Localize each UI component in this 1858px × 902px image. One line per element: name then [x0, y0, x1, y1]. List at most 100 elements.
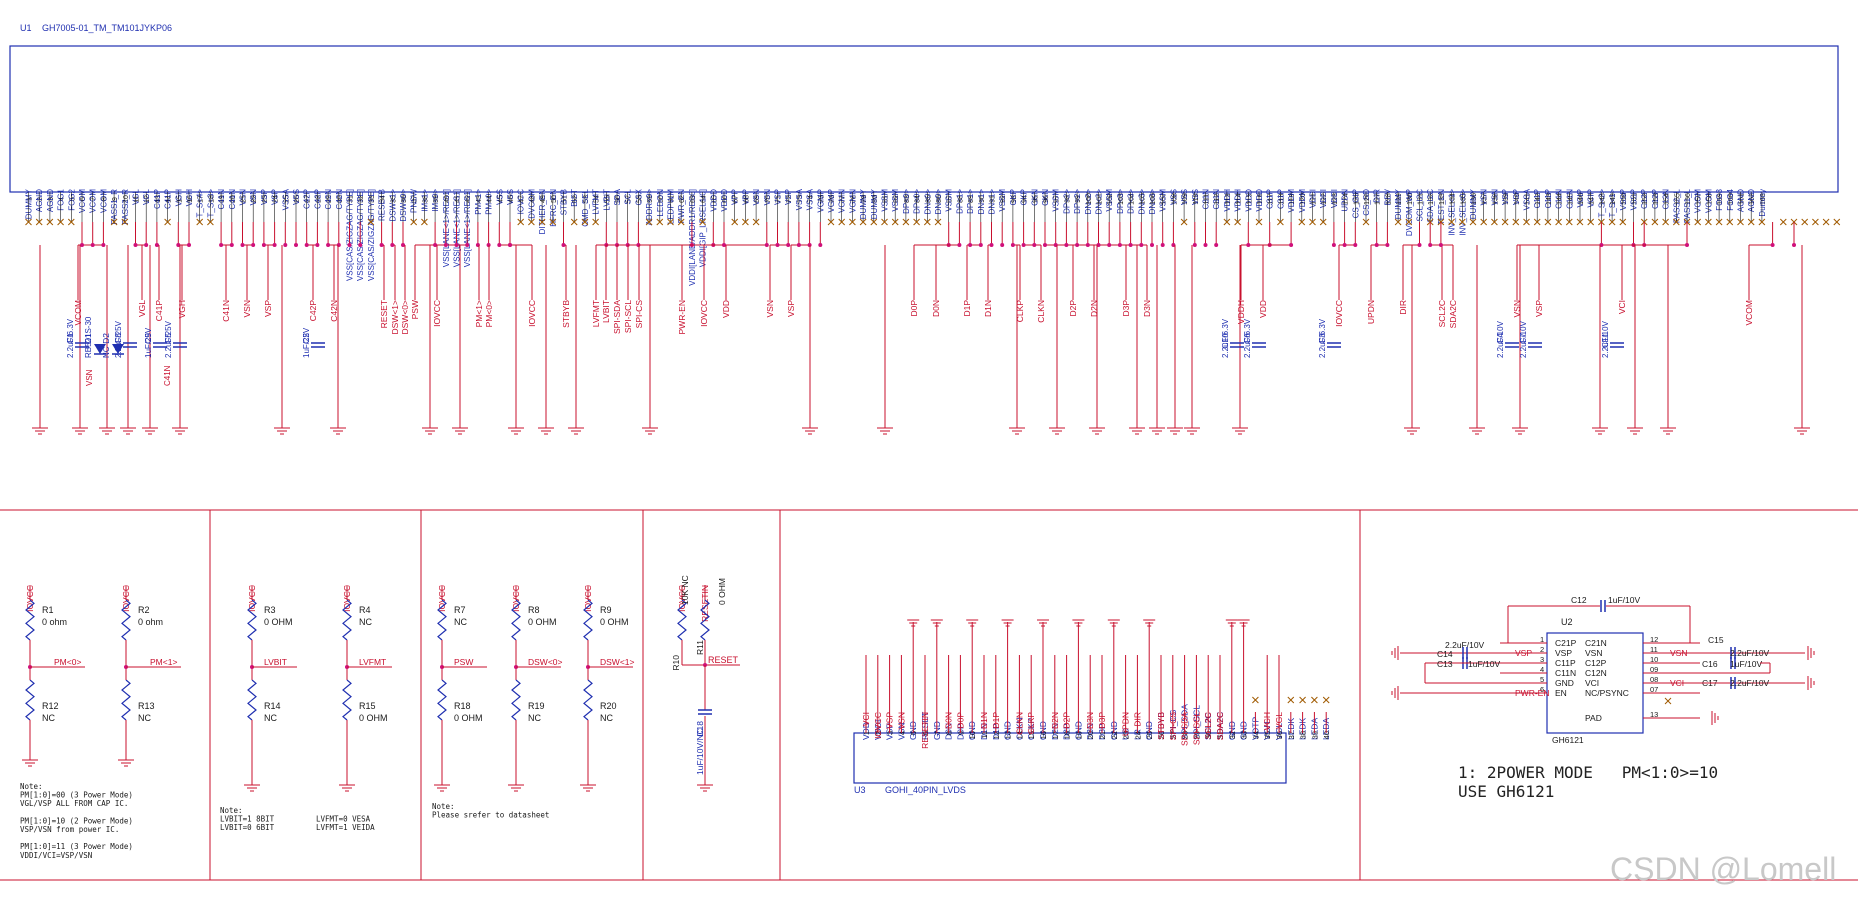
- u1-pin-number: 68: [743, 195, 750, 203]
- u1-pin-name: IOVCC: [517, 189, 526, 215]
- u1-pin-name: VDDH: [1223, 189, 1232, 212]
- u1-pin-name: VSS: [292, 189, 301, 205]
- u1-pin-name: VSS: [1169, 189, 1178, 205]
- net-label: D2N: [1089, 300, 1099, 317]
- u1-designator: U1: [20, 23, 32, 33]
- u1-pin-name: FOG2: [67, 188, 76, 210]
- junction-dot: [508, 243, 512, 247]
- net-label: PWR-EN: [677, 300, 687, 334]
- net-label: VSP: [885, 712, 895, 729]
- net-label: LVFMT: [591, 300, 601, 327]
- u3-pin-number: 39: [1310, 731, 1319, 739]
- u1-pin-number: 90: [979, 195, 986, 203]
- u2-designator: U2: [1561, 617, 1573, 627]
- no-connect-mark: [367, 218, 375, 226]
- net-label: DIR: [1398, 300, 1408, 315]
- u1-pin-name: DN<0>: [923, 189, 932, 215]
- net-label: CLKN: [1036, 300, 1046, 323]
- nc-stroke: [1576, 218, 1584, 226]
- u1-pin-number: 57: [626, 195, 633, 203]
- u1-pin-name: AGND: [35, 189, 44, 212]
- resistor: [583, 679, 593, 721]
- u1-pin-number: 92: [1000, 195, 1007, 203]
- net-label: VDDH: [1236, 300, 1246, 324]
- u1-pin-number: 11: [134, 195, 141, 202]
- net-label: DSW<0>: [400, 300, 410, 335]
- component-value: 2.2uF/10V: [1730, 678, 1770, 688]
- nc-stroke: [1405, 218, 1413, 226]
- junction-dot: [775, 243, 780, 247]
- nc-stroke: [207, 218, 214, 226]
- u1-pin-number: 7: [91, 197, 98, 201]
- component-designator: C12: [1571, 595, 1587, 605]
- u1-pin-name: HFRC_EN: [549, 189, 558, 227]
- junction-dot: [347, 243, 352, 247]
- resistor-designator: R13: [138, 701, 155, 711]
- u1-pin-name: C41P: [164, 189, 173, 209]
- u1-pin-name: C11P: [1533, 189, 1542, 208]
- u1-pin-name: C41P: [153, 189, 162, 209]
- component-value: 2.2uF/25V: [164, 320, 173, 358]
- note-text: PM[1:0]=00 (3 Power Mode): [20, 791, 133, 800]
- net-label: VGH: [1262, 712, 1272, 730]
- u1-pin-number: 98: [1064, 195, 1071, 203]
- u2-pin-number: 08: [1650, 675, 1658, 684]
- ground-symbol: [1129, 427, 1145, 435]
- no-connect-mark: [1501, 218, 1509, 226]
- u2-pin-number: 12: [1650, 635, 1658, 644]
- u1-pin-number: 19: [219, 195, 226, 203]
- nc-stroke: [849, 218, 856, 226]
- ground-symbol: [538, 427, 554, 435]
- u3-pin-number: 2: [874, 731, 883, 735]
- nc-stroke: [1779, 218, 1787, 226]
- u3-pin-number: 12: [992, 731, 1001, 739]
- u3-pin-number: 23: [1122, 731, 1131, 739]
- u1-pin-number: 6: [80, 197, 87, 201]
- junction-dot: [133, 243, 138, 247]
- nc-stroke: [1664, 697, 1672, 705]
- u1-pin-number: 73: [797, 195, 804, 203]
- resistor-zigzag: [342, 679, 352, 721]
- u1-pin-name: C11N: [1555, 189, 1564, 209]
- u1-pin-number: 14: [166, 195, 173, 203]
- u1-pin-name: VCIP: [1587, 189, 1596, 208]
- capacitor: [1600, 600, 1606, 612]
- junction-dot: [1160, 243, 1165, 247]
- no-connect-mark: [1405, 218, 1413, 226]
- no-connect-mark: [1223, 218, 1231, 226]
- u1-pin-name: DP<2>: [1073, 189, 1082, 214]
- nc-stroke: [1651, 218, 1659, 226]
- net-label: VSP: [1534, 300, 1544, 317]
- resistor: [121, 679, 131, 721]
- ground-symbol: [434, 784, 450, 792]
- u2-pin-name: PAD: [1585, 713, 1602, 723]
- u2-pin-number: 07: [1650, 685, 1658, 694]
- ground-symbol: [1149, 427, 1165, 435]
- ground-symbol: [1184, 427, 1200, 435]
- u1-pin-name: VCOM: [1694, 189, 1703, 213]
- net-label: VSP: [263, 300, 273, 317]
- no-connect-mark: [1523, 218, 1530, 226]
- nc-stroke: [1458, 218, 1466, 226]
- u1-pin-name: PASS1_L: [1683, 188, 1692, 223]
- ground-symbol: [1072, 619, 1085, 627]
- u2-pin-number: 3: [1540, 655, 1544, 664]
- u3-pin-number: 16: [1039, 731, 1048, 739]
- resistor-zigzag: [25, 599, 35, 641]
- net-label: IOVCC: [699, 300, 709, 327]
- nc-stroke: [367, 218, 375, 226]
- nc-stroke: [1565, 218, 1573, 226]
- junction-dot: [176, 243, 181, 247]
- resistor-zigzag: [342, 599, 352, 641]
- net-label: RESET: [708, 655, 739, 665]
- u1-pin-number: 135: [1460, 193, 1467, 205]
- resistor-value: 0 OHM: [600, 617, 629, 627]
- resistor-zigzag: [511, 599, 521, 641]
- u3-pin-number: 35: [1263, 731, 1272, 739]
- no-connect-mark: [645, 218, 653, 226]
- u3-part-name: GOHI_40PIN_LVDS: [885, 785, 966, 795]
- u1-pin-name: DUMMY: [870, 188, 879, 219]
- u1-pin-name: AGND: [1737, 189, 1746, 212]
- u1-pin-name: CMD_SEL: [581, 188, 590, 226]
- no-connect-mark: [827, 218, 835, 226]
